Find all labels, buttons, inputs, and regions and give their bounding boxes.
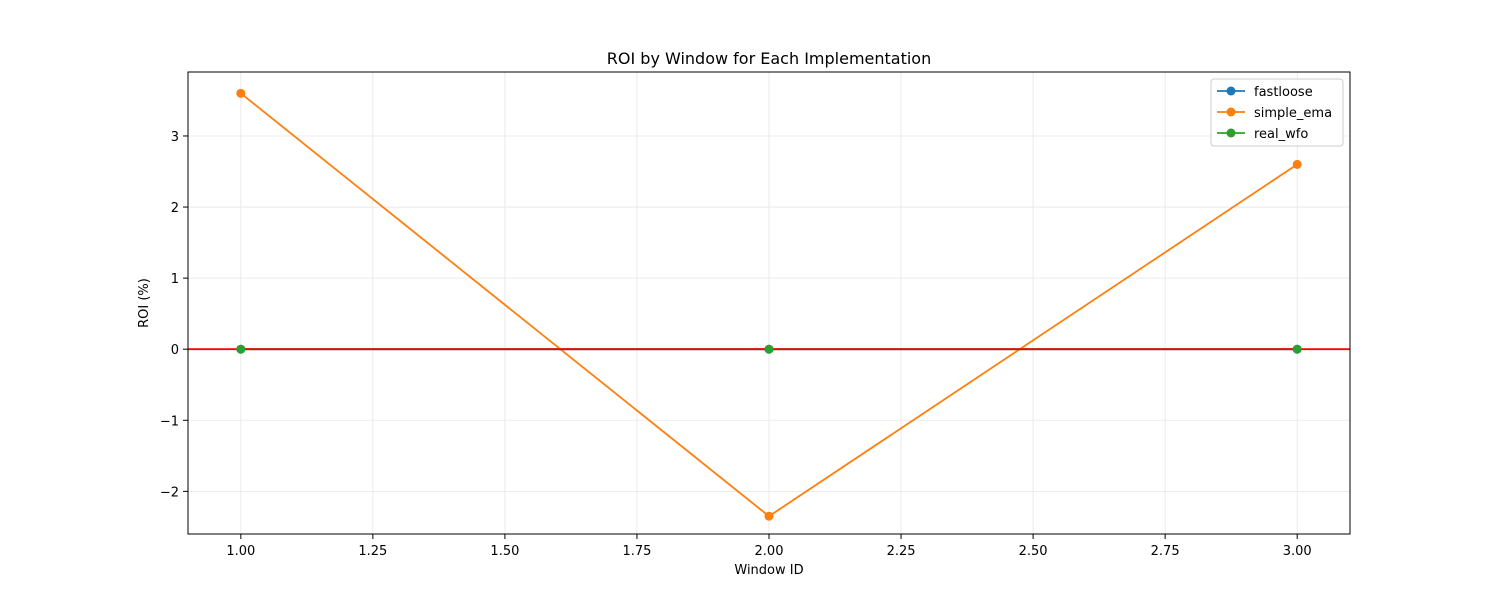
legend: fastloose simple_ema real_wfo bbox=[1210, 78, 1344, 147]
legend-label: simple_ema bbox=[1254, 106, 1332, 121]
y-tick-label: 1 bbox=[171, 272, 179, 287]
legend-marker bbox=[1226, 107, 1236, 117]
legend-item-simple_ema: simple_ema bbox=[1217, 106, 1332, 121]
x-tick-label: 3.00 bbox=[1283, 544, 1312, 559]
x-tick-label: 1.50 bbox=[490, 544, 519, 559]
data-point-simple_ema bbox=[1292, 159, 1302, 169]
x-tick-label: 2.75 bbox=[1151, 544, 1180, 559]
x-tick-label: 2.00 bbox=[755, 544, 784, 559]
x-tick-label: 1.75 bbox=[622, 544, 651, 559]
x-tick-label: 2.25 bbox=[887, 544, 916, 559]
legend-marker bbox=[1226, 86, 1236, 96]
x-tick-label: 2.50 bbox=[1019, 544, 1048, 559]
y-tick-label: −2 bbox=[160, 485, 179, 500]
x-axis-title: Window ID bbox=[734, 563, 803, 578]
y-tick-label: 2 bbox=[171, 201, 179, 216]
y-tick-label: 3 bbox=[171, 130, 179, 145]
legend-item-fastloose: fastloose bbox=[1217, 85, 1313, 100]
x-tick-label: 1.25 bbox=[358, 544, 387, 559]
data-point-real_wfo bbox=[1292, 344, 1302, 354]
legend-label: fastloose bbox=[1254, 85, 1313, 100]
y-axis-ticks: −2 −1 0 1 2 3 bbox=[160, 130, 188, 500]
data-point-real_wfo bbox=[764, 344, 774, 354]
data-point-simple_ema bbox=[236, 88, 246, 98]
y-tick-label: −1 bbox=[160, 414, 179, 429]
y-tick-label: 0 bbox=[171, 343, 179, 358]
data-point-simple_ema bbox=[764, 511, 774, 521]
legend-label: real_wfo bbox=[1254, 127, 1308, 142]
legend-box bbox=[1210, 78, 1344, 147]
legend-marker bbox=[1226, 128, 1236, 138]
grid bbox=[188, 72, 1350, 534]
x-axis-ticks: 1.00 1.25 1.50 1.75 2.00 2.25 2.50 2.75 3.00 bbox=[226, 534, 1312, 559]
chart-title: ROI by Window for Each Implementation bbox=[607, 49, 931, 68]
y-axis-title: ROI (%) bbox=[137, 278, 152, 328]
data-point-real_wfo bbox=[236, 344, 246, 354]
x-tick-label: 1.00 bbox=[226, 544, 255, 559]
series-markers bbox=[236, 88, 1302, 521]
legend-item-real_wfo: real_wfo bbox=[1217, 127, 1308, 142]
